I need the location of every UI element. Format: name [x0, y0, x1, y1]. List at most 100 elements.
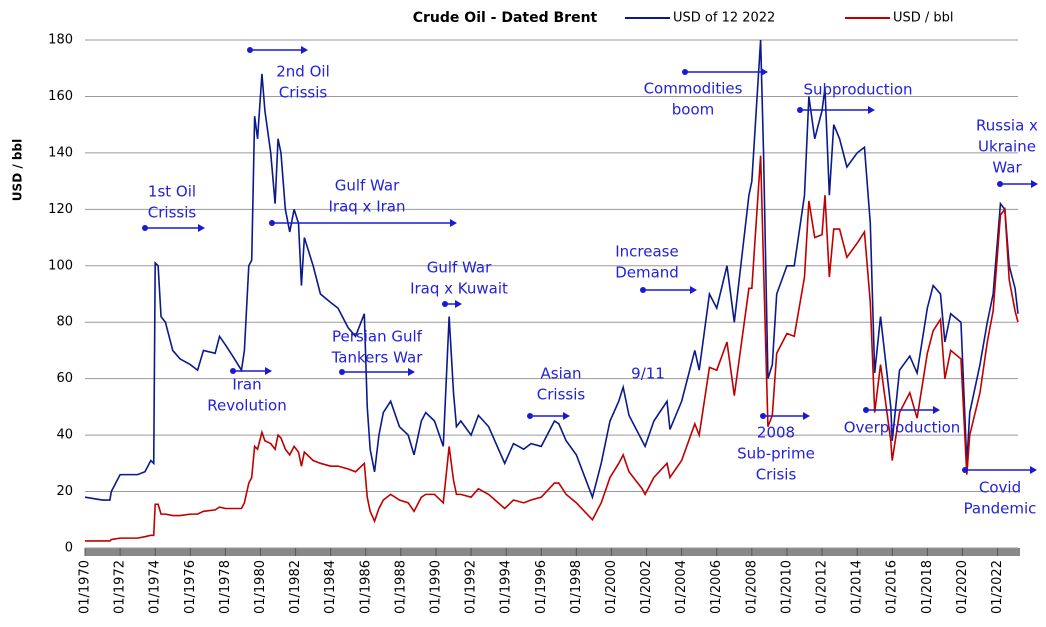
annotation: Crisis [756, 466, 797, 484]
annotation-dot [682, 69, 688, 75]
annotation: Crissis [279, 84, 328, 102]
x-tick-label: 01/2004 [674, 560, 689, 614]
annotation-dot [640, 287, 646, 293]
x-tick-label: 01/1986 [358, 560, 373, 614]
x-tick-label: 01/2016 [885, 560, 900, 614]
x-tick-label: 01/2008 [744, 560, 759, 614]
annotation-dot [997, 181, 1003, 187]
x-tick-label: 01/2006 [709, 560, 724, 614]
annotation-head [1030, 466, 1037, 474]
annotation-dot [797, 107, 803, 113]
annotation: Demand [615, 264, 679, 282]
y-tick-label: 0 [65, 541, 73, 556]
x-tick-label: 01/1982 [288, 560, 303, 614]
annotation: Gulf War [335, 177, 400, 195]
annotation: Subproduction [803, 81, 912, 99]
annotation: Revolution [207, 397, 286, 415]
y-axis-label: USD / bbl [11, 139, 25, 201]
x-tick-label: 01/1980 [253, 560, 268, 614]
x-tick-label: 01/1984 [323, 560, 338, 614]
annotation: Crissis [537, 386, 586, 404]
x-tick-label: 01/1988 [393, 560, 408, 614]
annotation: Covid [979, 479, 1021, 497]
annotation-head [450, 219, 457, 227]
annotation-head [1031, 180, 1038, 188]
x-tick-label: 01/2014 [850, 560, 865, 614]
annotation: Gulf War [427, 259, 492, 277]
annotation-head [455, 300, 462, 308]
annotation-head [265, 367, 272, 375]
x-tick-label: 01/2000 [604, 560, 619, 614]
annotation-head [868, 106, 875, 114]
annotation-dot [247, 47, 253, 53]
series-line [85, 155, 1019, 542]
annotation-head [563, 412, 570, 420]
x-tick-label: 01/2010 [779, 560, 794, 614]
annotation-dot [230, 368, 236, 374]
annotation-dot [962, 467, 968, 473]
annotation: Increase [615, 243, 678, 261]
x-tick-label: 01/1974 [148, 560, 163, 614]
chart-title: Crude Oil - Dated Brent [413, 10, 598, 26]
annotation-head [761, 68, 768, 76]
x-tick-label: 01/1978 [218, 560, 233, 614]
y-tick-label: 100 [48, 258, 73, 273]
y-tick-label: 60 [56, 371, 73, 386]
annotation-dot [863, 407, 869, 413]
annotation-dot [760, 413, 766, 419]
x-tick-label: 01/2002 [639, 560, 654, 614]
annotation: Russia x [976, 117, 1038, 135]
annotation: War [992, 159, 1022, 177]
y-tick-label: 40 [56, 428, 73, 443]
annotation-head [803, 412, 810, 420]
y-tick-label: 20 [56, 484, 73, 499]
annotation: Sub-prime [737, 445, 815, 463]
annotation: Commodities [644, 80, 743, 98]
legend-label: USD / bbl [893, 11, 954, 26]
annotation: Iran [232, 376, 261, 394]
annotation-head [690, 286, 697, 294]
annotation: Asian [541, 365, 582, 383]
annotation: boom [672, 101, 715, 119]
y-tick-label: 80 [56, 315, 73, 330]
annotation: Iraq x Kuwait [410, 280, 508, 298]
annotation-dot [339, 369, 345, 375]
y-tick-label: 160 [48, 89, 73, 104]
x-tick-label: 01/2012 [815, 560, 830, 614]
annotation: 2nd Oil [276, 63, 329, 81]
annotation-dot [527, 413, 533, 419]
y-tick-label: 140 [48, 145, 73, 160]
annotation: Tankers War [331, 349, 424, 367]
annotation: 1st Oil [148, 183, 196, 201]
y-tick-label: 120 [48, 202, 73, 217]
legend-label: USD of 12 2022 [673, 11, 775, 26]
annotation: Ukraine [978, 138, 1036, 156]
x-tick-label: 01/1992 [464, 560, 479, 614]
x-tick-label: 01/2022 [990, 560, 1005, 614]
y-tick-label: 180 [48, 33, 73, 48]
x-tick-label: 01/1994 [499, 560, 514, 614]
x-tick-label: 01/1996 [534, 560, 549, 614]
x-tick-label: 01/1976 [183, 560, 198, 614]
annotation-head [301, 46, 308, 54]
x-tick-label: 01/1970 [78, 560, 93, 614]
annotation: 2008 [757, 424, 795, 442]
annotation-dot [269, 220, 275, 226]
annotation: Pandemic [964, 500, 1037, 518]
annotation-dot [442, 301, 448, 307]
annotation-head [198, 224, 205, 232]
annotation: Crissis [148, 204, 197, 222]
x-tick-label: 01/2018 [920, 560, 935, 614]
annotation: 9/11 [631, 365, 665, 383]
x-tick-label: 01/2020 [955, 560, 970, 614]
series-line [84, 39, 1019, 501]
x-tick-label: 01/1998 [569, 560, 584, 614]
annotation: Persian Gulf [332, 328, 423, 346]
annotation-head [933, 406, 940, 414]
annotation-dot [142, 225, 148, 231]
x-tick-label: 01/1990 [428, 560, 443, 614]
x-axis [85, 548, 1020, 556]
annotation-head [408, 368, 415, 376]
annotation: Iraq x Iran [328, 198, 405, 216]
